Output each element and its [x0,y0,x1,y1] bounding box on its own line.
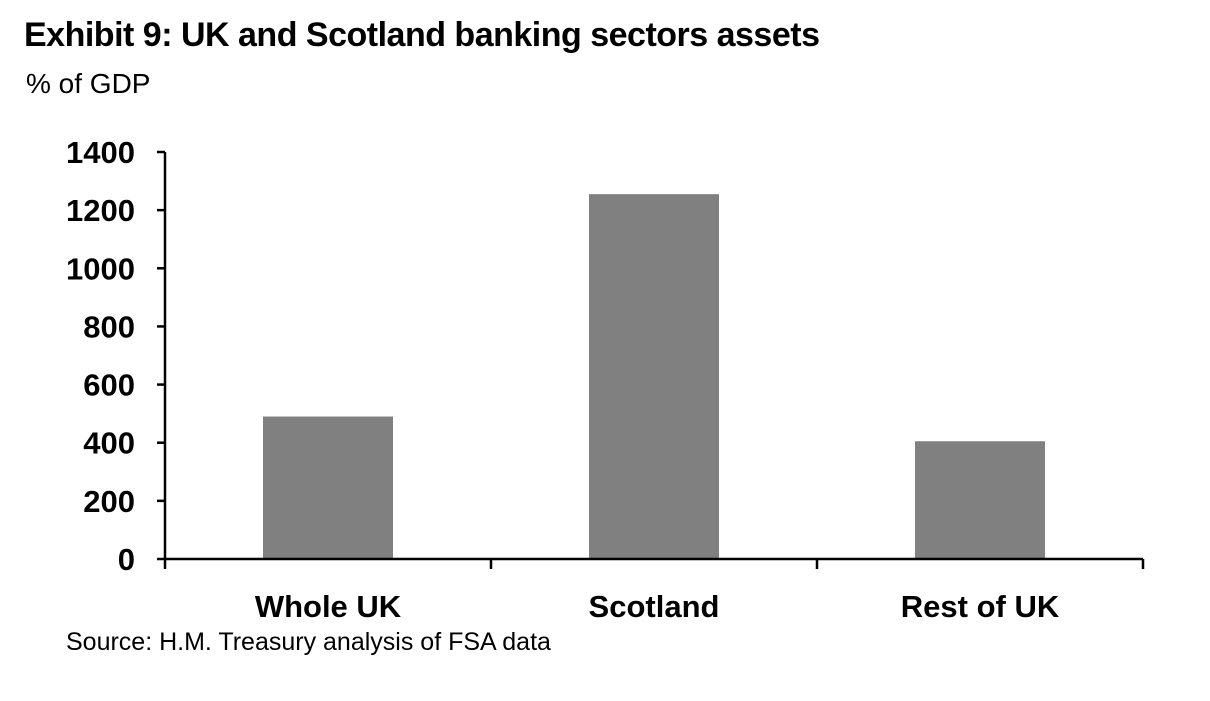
y-tick-label: 400 [83,426,135,461]
bar-whole-uk [263,416,393,559]
x-axis: Whole UK Scotland Rest of UK [163,557,1145,624]
x-tick-label: Whole UK [255,589,402,624]
chart-title: Exhibit 9: UK and Scotland banking secto… [24,16,820,54]
y-axis: 0 200 400 600 800 1000 1200 1400 [66,135,167,577]
x-tick-label: Scotland [589,589,720,624]
y-tick-label: 0 [118,542,135,577]
y-tick-label: 1000 [66,251,135,286]
y-tick-label: 600 [83,368,135,403]
x-tick-label: Rest of UK [901,589,1060,624]
bar-rest-of-uk [915,441,1045,559]
source-note: Source: H.M. Treasury analysis of FSA da… [66,628,551,656]
y-tick-label: 200 [83,484,135,519]
chart-subtitle: % of GDP [26,68,151,99]
y-tick-label: 1400 [66,135,135,170]
y-tick-label: 1200 [66,193,135,228]
bar-scotland [589,194,719,559]
y-tick-label: 800 [83,309,135,344]
bars-group [263,194,1045,559]
